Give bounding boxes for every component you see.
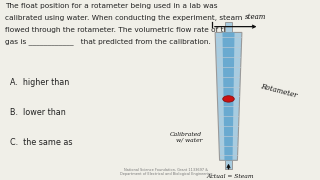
Text: A.  higher than: A. higher than xyxy=(10,78,69,87)
Text: calibrated using water. When conducting the experiment, steam: calibrated using water. When conducting … xyxy=(5,15,243,21)
Text: Actual = Steam: Actual = Steam xyxy=(206,174,254,179)
Text: C.  the same as: C. the same as xyxy=(10,138,73,147)
Bar xyxy=(225,22,232,32)
Text: Calibrated
w/ water: Calibrated w/ water xyxy=(170,132,202,143)
Text: The float position for a rotameter being used in a lab was: The float position for a rotameter being… xyxy=(5,3,218,9)
Text: steam: steam xyxy=(245,13,267,21)
Circle shape xyxy=(223,96,234,102)
Bar xyxy=(225,160,232,169)
Text: National Science Foundation, Grant 1133697 &
Department of Electrical and Biolog: National Science Foundation, Grant 11336… xyxy=(120,168,212,176)
Polygon shape xyxy=(222,32,235,160)
Text: flowed through the rotameter. The volumetric flow rate of the: flowed through the rotameter. The volume… xyxy=(5,27,233,33)
Text: B.  lower than: B. lower than xyxy=(10,108,66,117)
Text: gas is ____________   that predicted from the calibration.: gas is ____________ that predicted from … xyxy=(5,38,211,45)
Polygon shape xyxy=(215,32,242,160)
Text: Rotameter: Rotameter xyxy=(260,82,298,100)
